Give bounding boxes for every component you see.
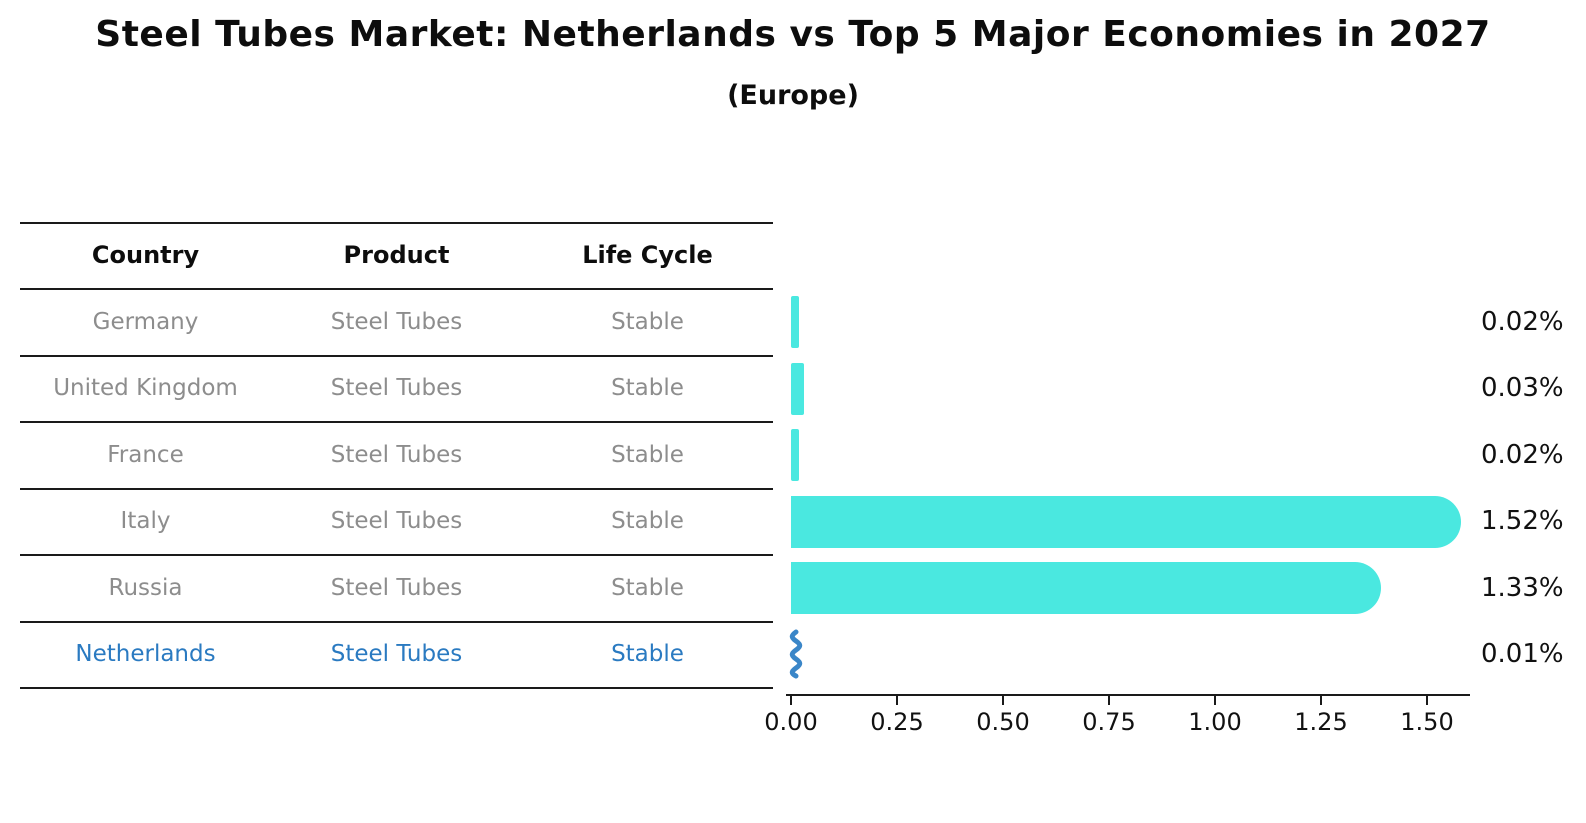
cell-life-cycle: Stable [611,375,684,401]
table-rule [20,222,773,224]
x-axis-tick [1320,696,1322,705]
table-row: France Steel Tubes Stable [20,440,773,470]
x-axis-tick [896,696,898,705]
bar-italy [791,496,1461,548]
x-axis-tick [1426,696,1428,705]
x-axis-tick-label: 1.50 [1400,708,1454,736]
cell-product: Steel Tubes [330,375,463,401]
column-header-life-cycle: Life Cycle [582,241,713,269]
x-axis-tick-label: 0.75 [1082,708,1136,736]
x-axis-tick [1002,696,1004,705]
table-rule [20,488,773,490]
table-rule [20,687,773,689]
cell-life-cycle: Stable [611,575,684,601]
table-header-row: Country Product Life Cycle [20,240,773,270]
chart-subtitle: (Europe) [727,80,859,111]
table-rule [20,355,773,357]
x-axis-tick [790,696,792,705]
x-axis-tick-label: 0.25 [870,708,924,736]
table-row-netherlands: Netherlands Steel Tubes Stable [20,639,773,669]
x-axis-tick [1214,696,1216,705]
table-row: United Kingdom Steel Tubes Stable [20,373,773,403]
x-axis-tick-label: 0.00 [764,708,818,736]
value-label-italy: 1.52% [1481,506,1564,536]
chart-title: Steel Tubes Market: Netherlands vs Top 5… [95,14,1491,55]
value-label-france: 0.02% [1481,440,1564,470]
cell-product: Steel Tubes [330,442,463,468]
value-label-united-kingdom: 0.03% [1481,373,1564,403]
cell-life-cycle: Stable [611,641,684,667]
bar-russia [791,562,1381,614]
value-label-germany: 0.02% [1481,307,1564,337]
bar-united-kingdom [791,363,804,415]
x-axis-tick-label: 1.25 [1294,708,1348,736]
table-rule [20,288,773,290]
value-label-russia: 1.33% [1481,573,1564,603]
x-axis-line [786,694,1470,696]
cell-country: France [107,442,184,468]
table-rule [20,554,773,556]
table-row: Italy Steel Tubes Stable [20,506,773,536]
cell-country: Netherlands [75,641,216,667]
x-axis-tick [1108,696,1110,705]
column-header-country: Country [91,241,200,269]
bar-germany [791,296,799,348]
cell-product: Steel Tubes [330,641,463,667]
bar-netherlands-squiggle [789,629,803,679]
cell-country: Italy [120,508,171,534]
table-rule [20,421,773,423]
table-row: Russia Steel Tubes Stable [20,573,773,603]
cell-country: Russia [108,575,183,601]
cell-life-cycle: Stable [611,442,684,468]
x-axis-tick-label: 0.50 [976,708,1030,736]
cell-country: United Kingdom [53,375,238,401]
cell-product: Steel Tubes [330,508,463,534]
cell-country: Germany [92,309,199,335]
x-axis-tick-label: 1.00 [1188,708,1242,736]
value-label-netherlands: 0.01% [1481,639,1564,669]
table-rule [20,621,773,623]
cell-product: Steel Tubes [330,309,463,335]
table-row: Germany Steel Tubes Stable [20,307,773,337]
cell-product: Steel Tubes [330,575,463,601]
cell-life-cycle: Stable [611,508,684,534]
bar-france [791,429,799,481]
cell-life-cycle: Stable [611,309,684,335]
column-header-product: Product [343,241,450,269]
